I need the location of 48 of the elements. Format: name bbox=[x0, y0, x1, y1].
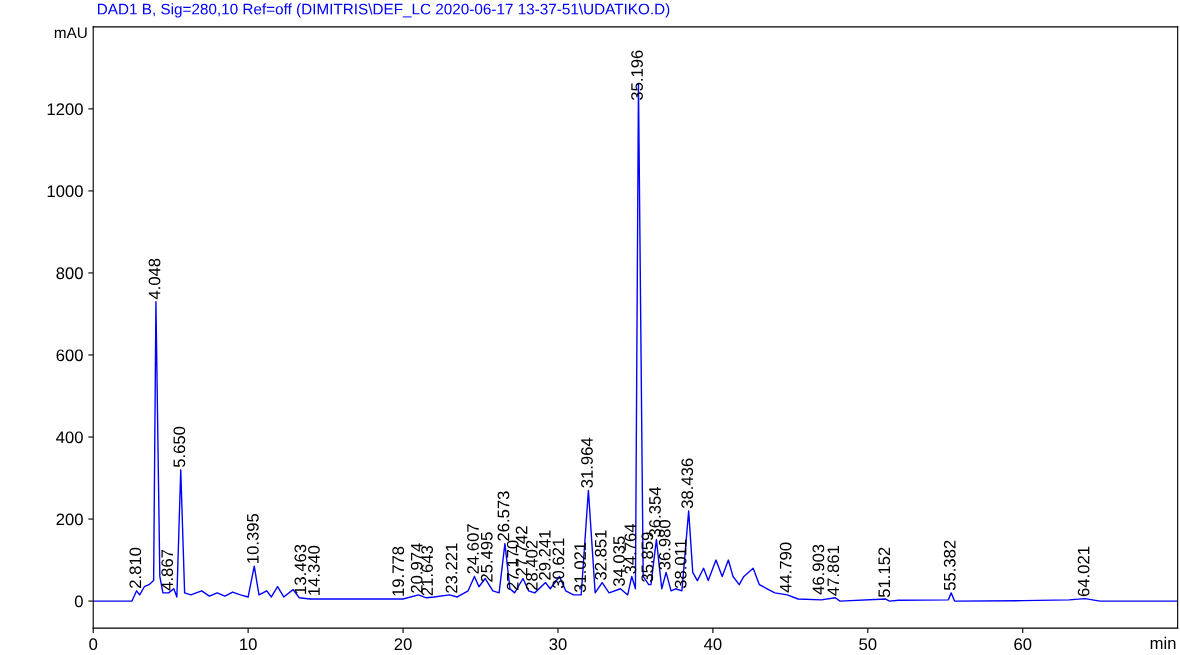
annotation: 5.650 bbox=[173, 426, 186, 468]
y-tick-label: 800 bbox=[56, 267, 83, 280]
annotation: 38.436 bbox=[681, 458, 694, 509]
annotation: 31.021 bbox=[574, 542, 587, 593]
annotation: 10.395 bbox=[246, 513, 259, 563]
y-tick-label: 1200 bbox=[47, 103, 83, 116]
x-tick-label: 50 bbox=[859, 638, 877, 651]
annotation: 28.402 bbox=[525, 540, 538, 590]
y-axis-title: mAU bbox=[54, 27, 87, 39]
chart-title: DAD1 B, Sig=280,10 Ref=off (DIMITRIS\DEF_LC 2020-06-17 13-37-51\UDATIKO.D) bbox=[98, 3, 670, 18]
annotation: 47.861 bbox=[827, 545, 840, 596]
x-tick-label: 0 bbox=[89, 638, 98, 651]
annotation: 14.340 bbox=[308, 545, 320, 595]
y-tick-label: 600 bbox=[56, 349, 83, 362]
annotation: 20.974 bbox=[410, 543, 423, 593]
x-axis-title: min bbox=[1150, 636, 1176, 649]
annotation: 13.463 bbox=[294, 544, 307, 594]
annotation: 34.035 bbox=[613, 536, 625, 587]
x-tick-label: 20 bbox=[394, 638, 412, 651]
annotation: 26.573 bbox=[497, 491, 510, 541]
annotation: 19.778 bbox=[392, 546, 405, 596]
annotation: 4.048 bbox=[148, 258, 161, 300]
annotation: 34.764 bbox=[624, 523, 637, 574]
annotation: 46.903 bbox=[812, 544, 825, 595]
annotation: 35.196 bbox=[631, 50, 643, 101]
annotation: 25.495 bbox=[480, 532, 493, 582]
annotation: 44.790 bbox=[779, 542, 792, 593]
annotation: 51.152 bbox=[878, 547, 891, 598]
annotation: 24.607 bbox=[467, 524, 479, 574]
annotation: 64.021 bbox=[1077, 546, 1090, 597]
x-tick-label: 40 bbox=[704, 638, 722, 651]
annotation: 2.810 bbox=[129, 547, 142, 588]
annotation: 32.851 bbox=[594, 530, 607, 580]
annotation: 23.221 bbox=[445, 543, 458, 593]
annotation: 29.241 bbox=[538, 530, 551, 580]
annotation: 21.643 bbox=[421, 545, 433, 596]
annotation: 31.964 bbox=[581, 437, 593, 488]
y-tick-label: 400 bbox=[56, 431, 83, 444]
x-tick-label: 30 bbox=[549, 638, 567, 651]
y-tick-label: 200 bbox=[56, 513, 83, 526]
x-tick-label: 60 bbox=[1014, 638, 1032, 651]
annotation: 30.621 bbox=[552, 538, 565, 589]
annotation: 4.867 bbox=[161, 549, 174, 591]
y-tick-label: 0 bbox=[74, 595, 83, 608]
y-tick-label: 1000 bbox=[47, 185, 83, 198]
annotation: 55.382 bbox=[943, 540, 956, 591]
x-tick-label: 10 bbox=[240, 638, 257, 651]
annotation: 38.011 bbox=[674, 539, 687, 589]
